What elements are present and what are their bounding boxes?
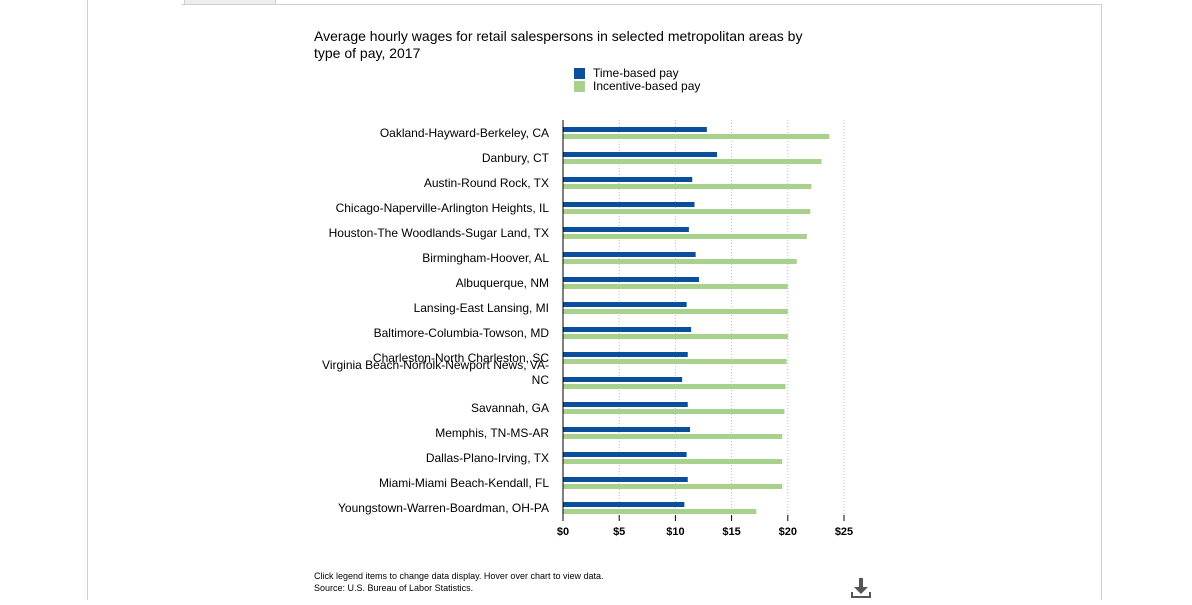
bar-time-based[interactable] <box>563 127 707 132</box>
download-button[interactable] <box>849 576 873 600</box>
bar-incentive-based[interactable] <box>563 509 757 514</box>
bar-incentive-based[interactable] <box>563 184 812 189</box>
page-frame-left <box>87 0 88 600</box>
bar-incentive-based[interactable] <box>563 434 783 439</box>
category-label: Lansing-East Lansing, MI <box>414 301 549 315</box>
category-label: Houston-The Woodlands-Sugar Land, TX <box>329 226 549 240</box>
bar-time-based[interactable] <box>563 227 689 232</box>
bar-incentive-based[interactable] <box>563 334 788 339</box>
x-tick-label: $10 <box>666 526 684 538</box>
category-label: Dallas-Plano-Irving, TX <box>426 451 549 465</box>
bar-time-based[interactable] <box>563 277 700 282</box>
bar-incentive-based[interactable] <box>563 209 811 214</box>
legend-swatch-time-based <box>574 68 585 79</box>
bar-incentive-based[interactable] <box>563 459 783 464</box>
bar-incentive-based[interactable] <box>563 384 786 389</box>
x-tick-label: $0 <box>557 526 569 538</box>
bar-incentive-based[interactable] <box>563 359 787 364</box>
category-label: Oakland-Hayward-Berkeley, CA <box>380 126 549 140</box>
bar-time-based[interactable] <box>563 352 688 357</box>
bar-time-based[interactable] <box>563 152 717 157</box>
download-icon <box>851 578 871 598</box>
bar-incentive-based[interactable] <box>563 234 807 239</box>
bar-incentive-based[interactable] <box>563 259 797 264</box>
x-tick-label: $5 <box>613 526 625 538</box>
category-label: Youngstown-Warren-Boardman, OH-PA <box>338 501 549 515</box>
category-label: Miami-Miami Beach-Kendall, FL <box>379 476 549 490</box>
bar-incentive-based[interactable] <box>563 484 783 489</box>
category-label: Virginia Beach-Norfolk-Newport News, VA-… <box>322 358 549 387</box>
category-label: Chicago-Naperville-Arlington Heights, IL <box>336 201 550 215</box>
chart-title: Average hourly wages for retail salesper… <box>314 28 803 61</box>
legend-label-incentive-based: Incentive-based pay <box>593 79 701 93</box>
bar-incentive-based[interactable] <box>563 134 830 139</box>
bar-time-based[interactable] <box>563 302 687 307</box>
category-label: Danbury, CT <box>482 151 550 165</box>
category-label: Austin-Round Rock, TX <box>424 176 549 190</box>
bar-incentive-based[interactable] <box>563 159 822 164</box>
category-label: Baltimore-Columbia-Towson, MD <box>374 326 550 340</box>
bar-time-based[interactable] <box>563 252 696 257</box>
legend-item-incentive-based[interactable]: Incentive-based pay <box>574 80 700 93</box>
legend-label-time-based: Time-based pay <box>593 66 679 80</box>
bar-time-based[interactable] <box>563 327 692 332</box>
footnote-instructions: Click legend items to change data displa… <box>314 571 604 581</box>
chart-legend: Time-based pay Incentive-based pay <box>574 67 700 93</box>
x-tick-label: $20 <box>779 526 797 538</box>
category-label: Charleston-North Charleston, SC <box>373 351 549 365</box>
bar-incentive-based[interactable] <box>563 284 788 289</box>
category-label: Albuquerque, NM <box>456 276 549 290</box>
category-label: Savannah, GA <box>471 401 549 415</box>
category-label: Memphis, TN-MS-AR <box>435 426 549 440</box>
category-label: Birmingham-Hoover, AL <box>422 251 549 265</box>
bar-time-based[interactable] <box>563 177 693 182</box>
bar-time-based[interactable] <box>563 452 687 457</box>
bar-time-based[interactable] <box>563 427 691 432</box>
bar-incentive-based[interactable] <box>563 409 785 414</box>
footnote-source: Source: U.S. Bureau of Labor Statistics. <box>314 583 474 593</box>
bar-incentive-based[interactable] <box>563 309 788 314</box>
x-tick-label: $25 <box>835 526 853 538</box>
chart-footnote: Click legend items to change data displa… <box>314 570 603 594</box>
bar-time-based[interactable] <box>563 402 688 407</box>
page-frame-top <box>182 4 1102 5</box>
tab-stub[interactable] <box>184 0 276 4</box>
legend-swatch-incentive-based <box>574 81 585 92</box>
x-tick-label: $15 <box>722 526 740 538</box>
page-frame-right <box>1101 4 1102 600</box>
legend-item-time-based[interactable]: Time-based pay <box>574 67 700 80</box>
bar-time-based[interactable] <box>563 377 683 382</box>
bar-time-based[interactable] <box>563 502 685 507</box>
bar-time-based[interactable] <box>563 202 695 207</box>
bar-time-based[interactable] <box>563 477 688 482</box>
